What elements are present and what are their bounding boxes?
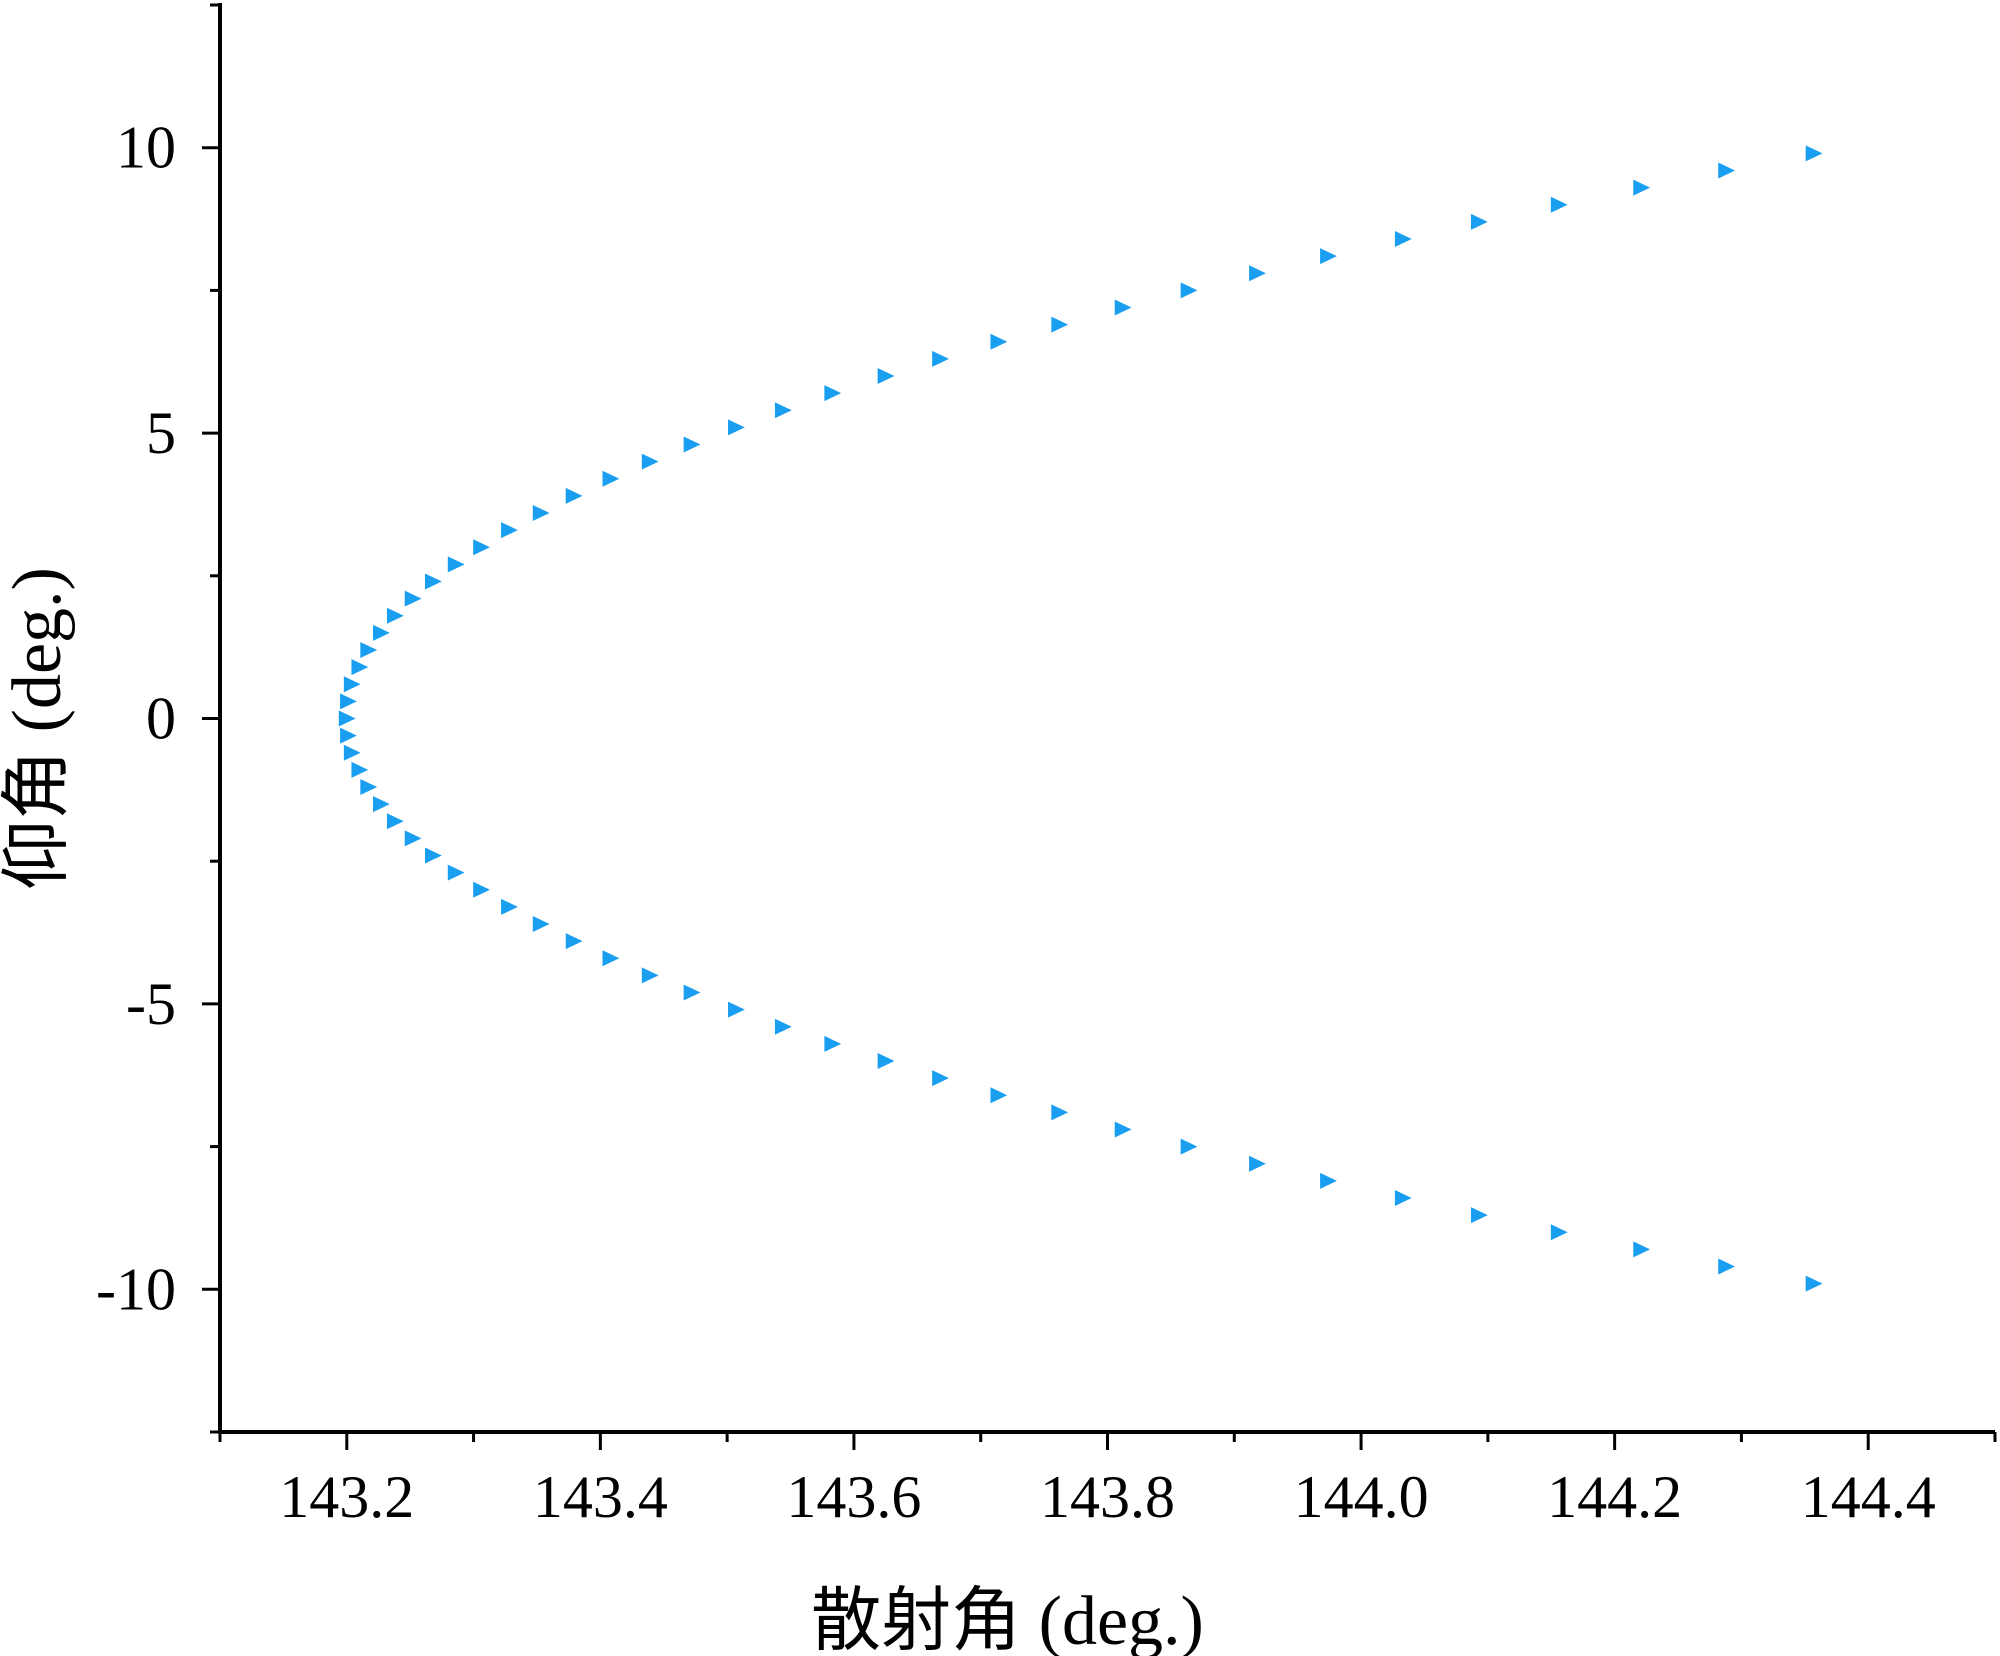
data-point-marker — [404, 590, 422, 607]
x-tick-label: 143.8 — [1040, 1464, 1175, 1530]
data-point-marker — [1550, 196, 1568, 213]
data-point-marker — [1180, 1138, 1198, 1155]
data-point-marker — [774, 1018, 792, 1035]
data-point-marker — [641, 967, 659, 984]
data-point-marker — [1550, 1224, 1568, 1241]
data-point-marker — [373, 624, 390, 641]
data-point-marker — [1320, 1172, 1337, 1189]
data-point-marker — [1718, 1258, 1736, 1275]
x-tick-label: 143.2 — [279, 1464, 414, 1530]
y-tick-label: 5 — [146, 400, 176, 466]
data-point-marker — [1114, 1121, 1132, 1138]
data-point-marker — [728, 1001, 745, 1018]
data-point-marker — [343, 676, 361, 693]
data-point-marker — [447, 864, 465, 881]
data-point-marker — [351, 761, 369, 778]
data-point-marker — [641, 453, 659, 470]
data-point-marker — [1805, 145, 1823, 162]
data-point-marker — [473, 539, 490, 556]
data-point-marker — [877, 1052, 895, 1069]
data-point-marker — [1249, 1155, 1266, 1172]
data-point-marker — [824, 1035, 842, 1052]
data-point-marker — [683, 436, 701, 453]
data-point-marker — [425, 573, 442, 590]
data-point-marker — [532, 505, 550, 522]
data-point-marker — [824, 385, 842, 402]
data-point-marker — [373, 796, 390, 813]
data-point-marker — [1633, 179, 1651, 196]
data-point-marker — [1051, 1104, 1069, 1121]
y-tick-label: -5 — [126, 971, 176, 1037]
y-tick-label: -10 — [96, 1256, 176, 1322]
data-point-marker — [1805, 1275, 1823, 1292]
data-point-marker — [360, 642, 378, 659]
data-point-marker — [683, 984, 701, 1001]
x-tick-label: 143.4 — [533, 1464, 668, 1530]
data-point-marker — [1394, 231, 1412, 248]
data-point-marker — [501, 522, 518, 539]
data-point-marker — [565, 487, 583, 504]
data-point-marker — [1470, 213, 1488, 230]
data-point-marker — [351, 659, 369, 676]
data-point-marker — [532, 915, 550, 932]
x-tick-label: 144.4 — [1801, 1464, 1936, 1530]
y-axis-ticks: -10 -5 0 5 10 — [96, 3, 220, 1434]
y-tick-label: 10 — [116, 115, 176, 181]
y-axis-title: 仰角 (deg.) — [0, 567, 76, 890]
data-point-marker — [990, 333, 1008, 350]
data-point-marker — [386, 607, 404, 624]
x-axis-title: 散射角 (deg.) — [811, 1583, 1204, 1656]
data-point-marker — [990, 1087, 1008, 1104]
data-point-marker — [1114, 299, 1132, 316]
data-point-marker — [602, 470, 620, 487]
data-point-marker — [1320, 248, 1337, 265]
data-point-marker — [343, 744, 361, 761]
x-tick-label: 144.2 — [1547, 1464, 1682, 1530]
x-tick-label: 144.0 — [1294, 1464, 1429, 1530]
data-point-marker — [473, 881, 490, 898]
data-point-marker — [340, 693, 357, 710]
x-axis-ticks: 143.2 143.4 143.6 143.8 144.0 144.2 144.4 — [218, 1432, 1997, 1530]
y-tick-label: 0 — [146, 686, 176, 752]
data-point-marker — [877, 368, 895, 385]
data-point-marker — [1470, 1207, 1488, 1224]
data-point-marker — [1249, 265, 1266, 282]
data-point-marker — [360, 778, 378, 795]
data-point-marker — [932, 1070, 949, 1087]
data-point-marker — [602, 950, 620, 967]
marker-layer — [338, 145, 1823, 1292]
x-tick-label: 143.6 — [786, 1464, 921, 1530]
data-point-marker — [340, 727, 357, 744]
data-point-marker — [1051, 316, 1069, 333]
data-point-marker — [728, 419, 745, 436]
data-point-marker — [501, 898, 518, 915]
data-point-marker — [774, 402, 792, 419]
data-point-marker — [1180, 282, 1198, 299]
data-point-marker — [1394, 1189, 1412, 1206]
data-point-marker — [404, 830, 422, 847]
data-point-marker — [425, 847, 442, 864]
axes-layer — [218, 3, 1995, 1434]
data-point-marker — [1633, 1241, 1651, 1258]
data-point-marker — [447, 556, 465, 573]
data-point-marker — [565, 933, 583, 950]
data-point-marker — [1718, 162, 1736, 179]
data-point-marker — [386, 813, 404, 830]
data-point-marker — [932, 350, 949, 367]
data-point-marker — [338, 710, 356, 727]
